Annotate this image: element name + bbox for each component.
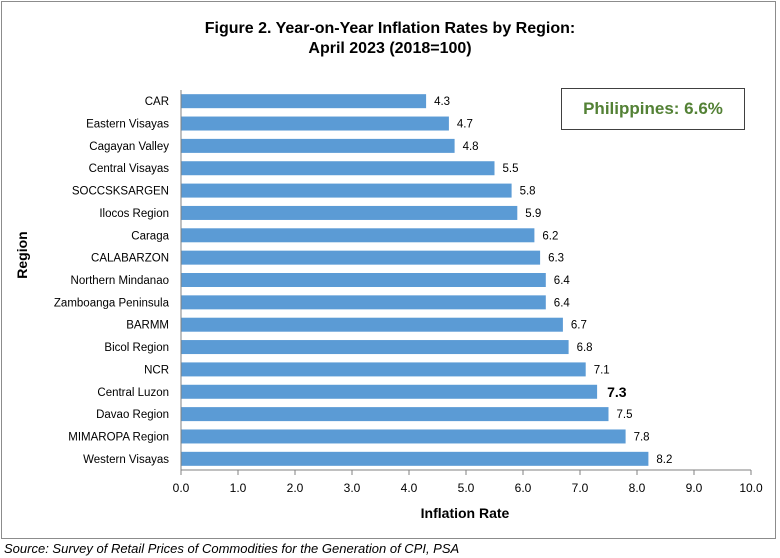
bar — [181, 228, 535, 243]
x-tick-label: 8.0 — [629, 481, 646, 495]
category-label: Northern Mindanao — [71, 275, 169, 287]
chart-title-line2: April 2023 (2018=100) — [308, 40, 472, 57]
data-label: 7.1 — [594, 364, 610, 376]
chart-title: Figure 2. Year-on-Year Inflation Rates b… — [0, 19, 780, 59]
data-label: 6.2 — [542, 230, 558, 242]
x-axis-label: Inflation Rate — [420, 505, 510, 521]
x-tick-label: 2.0 — [287, 481, 304, 495]
data-label: 6.7 — [571, 320, 587, 332]
category-label: BARMM — [126, 320, 169, 332]
bar — [181, 384, 598, 399]
x-tick-label: 10.0 — [739, 481, 763, 495]
x-tick-label: 7.0 — [572, 481, 589, 495]
bar — [181, 317, 563, 332]
category-label: Eastern Visayas — [86, 119, 169, 131]
x-tick-label: 3.0 — [344, 481, 361, 495]
data-label: 8.2 — [656, 454, 672, 466]
category-label: MIMAROPA Region — [68, 431, 169, 443]
data-label: 5.9 — [525, 208, 541, 220]
data-label: 5.8 — [520, 186, 536, 198]
data-label: 4.8 — [463, 141, 479, 153]
source-note: Source: Survey of Retail Prices of Commo… — [4, 541, 460, 556]
category-label: Bicol Region — [104, 342, 169, 354]
category-label: Ilocos Region — [99, 208, 169, 220]
category-label: Western Visayas — [83, 454, 169, 466]
bar — [181, 362, 586, 377]
bar — [181, 429, 626, 444]
bar — [181, 451, 649, 466]
bar — [181, 407, 609, 422]
data-label: 6.4 — [554, 275, 571, 287]
category-label: NCR — [144, 364, 169, 376]
data-label: 5.5 — [503, 163, 519, 175]
bar — [181, 161, 495, 176]
category-label: Zamboanga Peninsula — [54, 297, 170, 309]
category-label: Davao Region — [96, 409, 169, 421]
x-tick-label: 1.0 — [230, 481, 247, 495]
data-label: 6.4 — [554, 297, 571, 309]
category-label: Central Visayas — [89, 163, 170, 175]
x-tick-label: 0.0 — [173, 481, 190, 495]
category-label: Caraga — [131, 230, 169, 242]
category-label: SOCCSKSARGEN — [72, 186, 169, 198]
data-label: 7.3 — [607, 384, 627, 400]
data-label: 4.3 — [434, 96, 450, 108]
bar — [181, 295, 546, 310]
category-label: CALABARZON — [91, 253, 169, 265]
data-label: 7.8 — [634, 431, 650, 443]
x-tick-label: 5.0 — [458, 481, 475, 495]
bar — [181, 138, 455, 153]
bar — [181, 273, 546, 287]
category-label: CAR — [145, 96, 169, 108]
category-label: Central Luzon — [97, 387, 169, 399]
bar — [181, 94, 427, 109]
bar — [181, 250, 541, 265]
x-tick-label: 4.0 — [401, 481, 418, 495]
x-tick-label: 9.0 — [686, 481, 703, 495]
data-label: 6.8 — [577, 342, 593, 354]
x-tick-label: 6.0 — [515, 481, 532, 495]
bar — [181, 205, 518, 220]
chart-title-line1: Figure 2. Year-on-Year Inflation Rates b… — [204, 20, 576, 37]
y-axis-label: Region — [14, 231, 30, 279]
bar — [181, 340, 569, 355]
data-label: 6.3 — [548, 253, 564, 265]
national-rate-callout: Philippines: 6.6% — [561, 88, 745, 130]
data-label: 7.5 — [617, 409, 633, 421]
bar — [181, 183, 512, 198]
category-label: Cagayan Valley — [89, 141, 169, 153]
data-label: 4.7 — [457, 119, 473, 131]
bar — [181, 116, 449, 131]
